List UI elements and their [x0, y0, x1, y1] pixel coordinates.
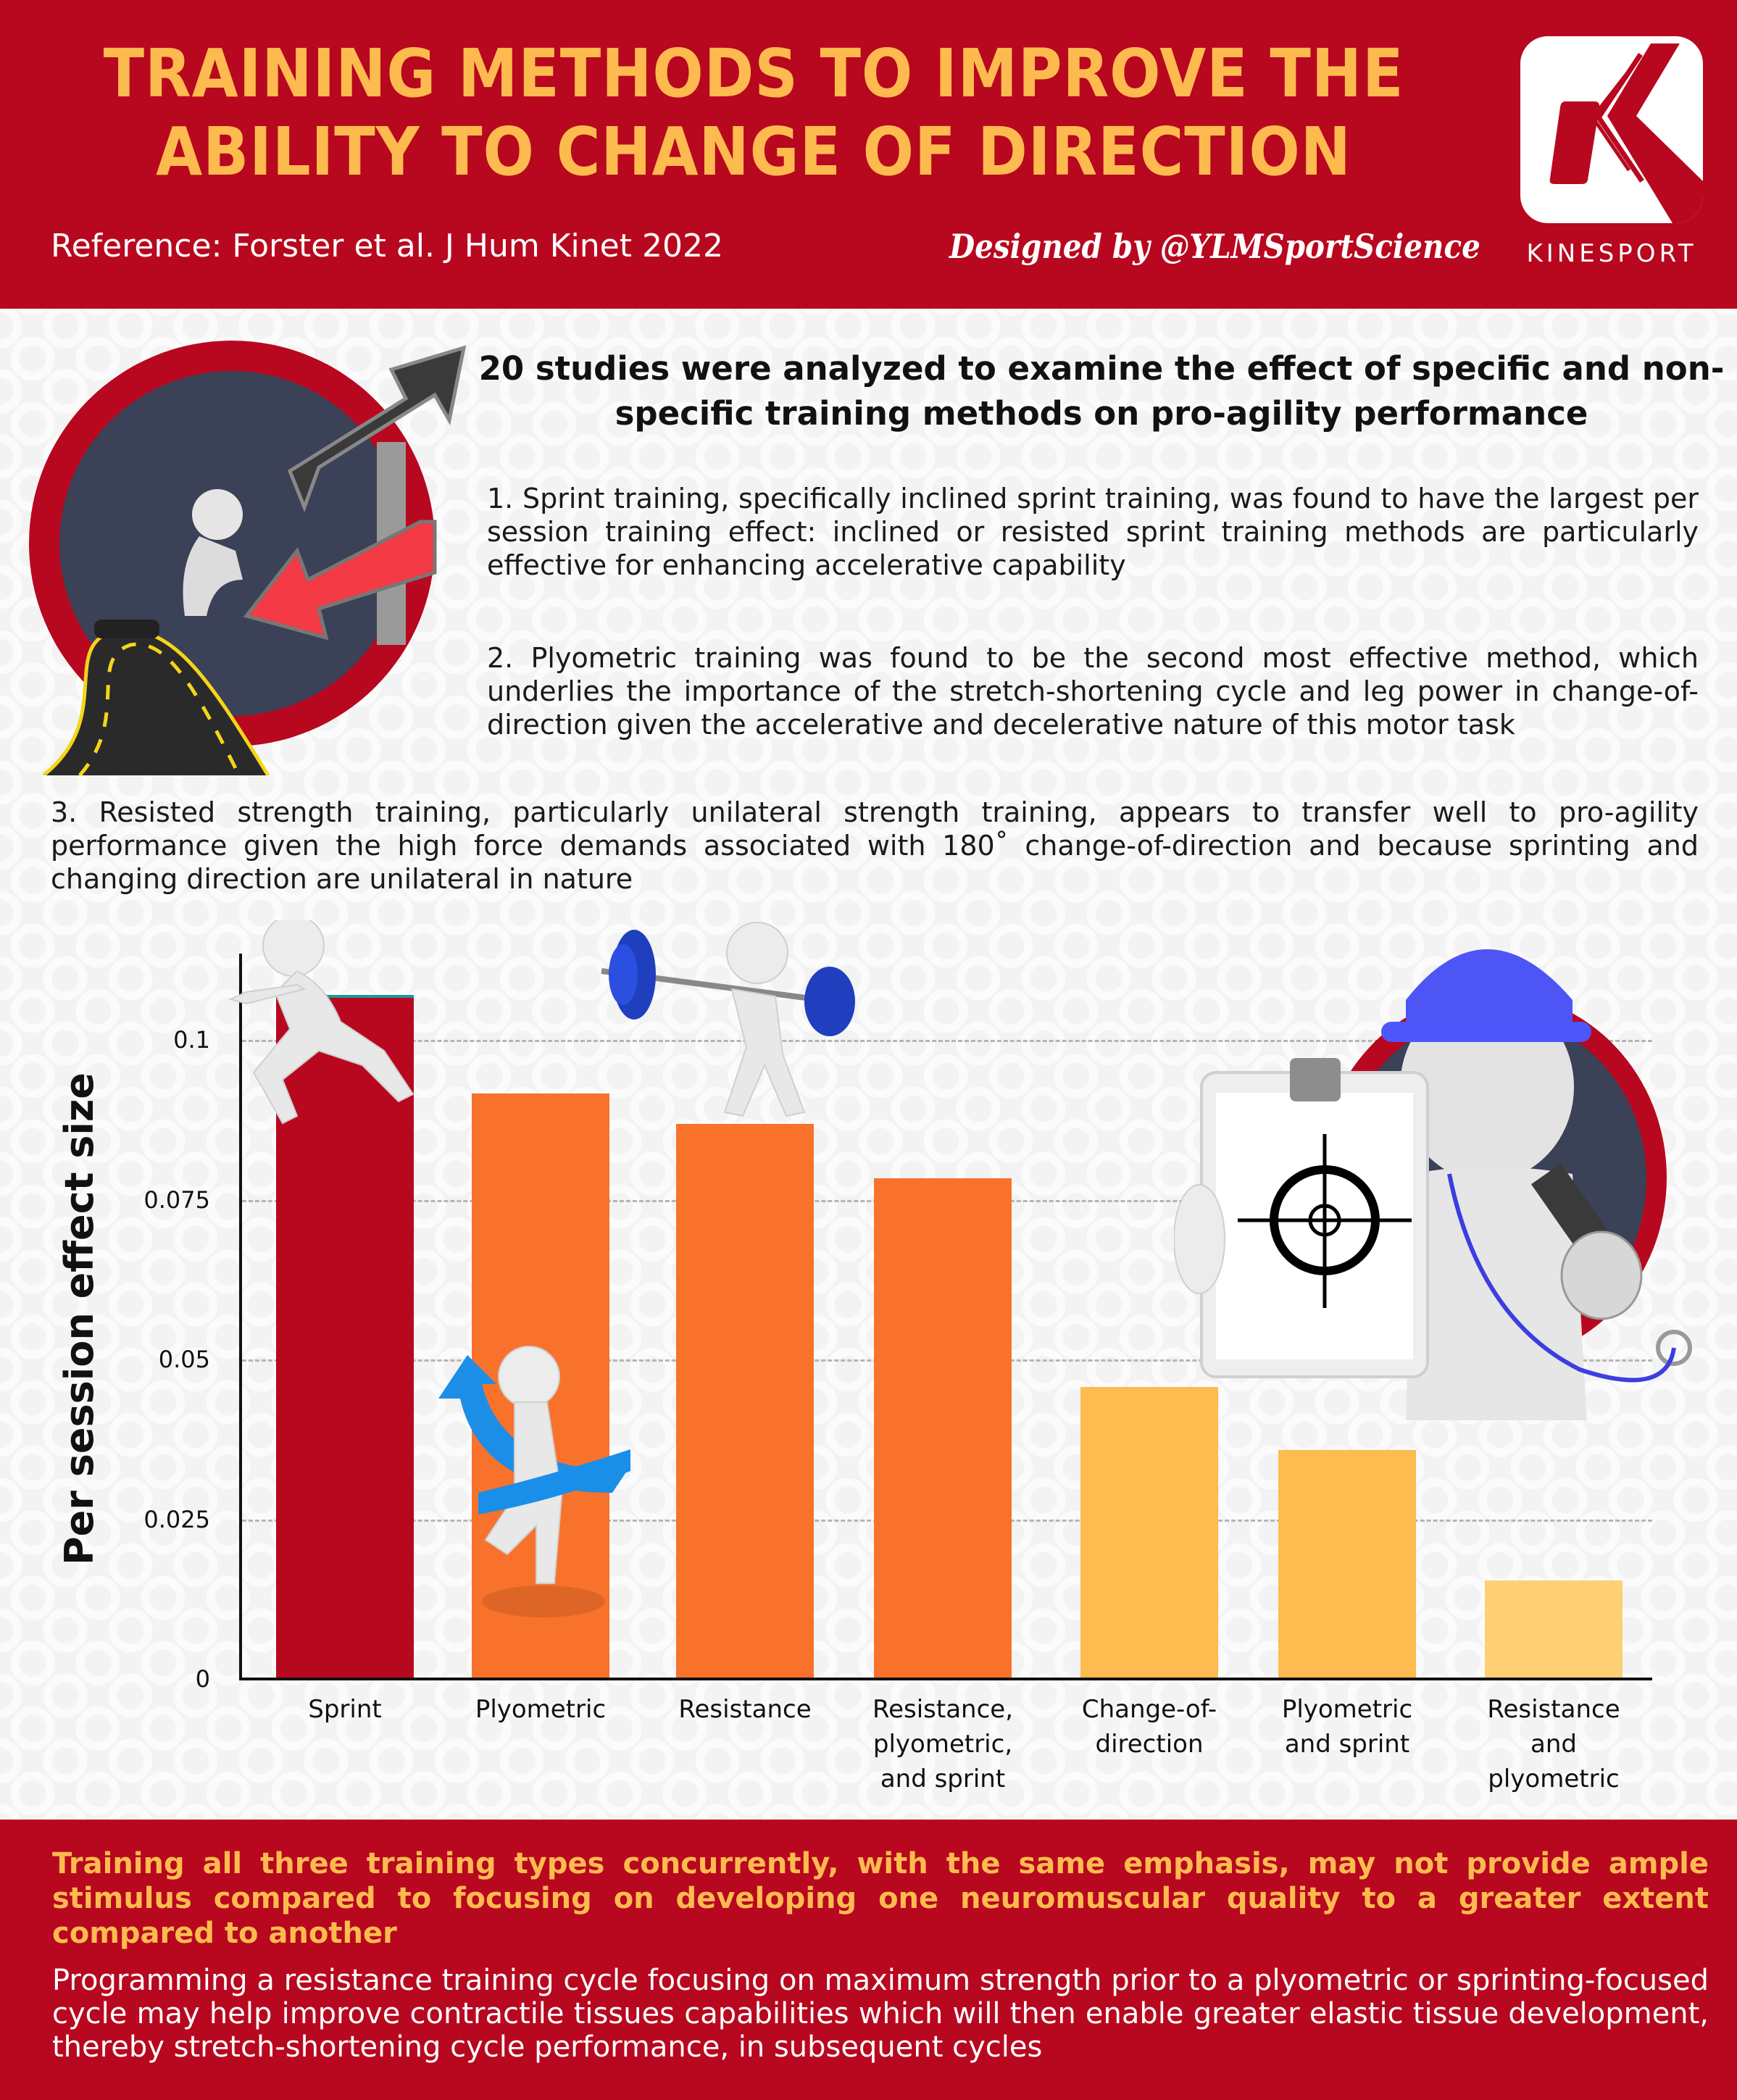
intro-heading: 20 studies were analyzed to examine the … — [478, 349, 1725, 433]
road-and-arrows-icon — [42, 345, 467, 775]
jumping-figure-icon — [438, 1346, 630, 1617]
programming-note: Programming a resistance training cycle … — [52, 1964, 1709, 2064]
title-line-1: TRAINING METHODS TO IMPROVE THE — [103, 35, 1404, 112]
weightlifter-figure-icon — [601, 922, 855, 1117]
bar-resistance-plyometric-sprint — [874, 1178, 1012, 1679]
y-tick-0.025: 0.025 — [143, 1506, 210, 1533]
finding-2-text: 2. Plyometric training was found to be t… — [487, 642, 1699, 741]
x-label-plyometric-and-sprint: Plyometric and sprint — [1281, 1695, 1413, 1759]
y-tick-0.075: 0.075 — [143, 1186, 210, 1214]
runner-figure-icon — [228, 920, 415, 1125]
coach-figure-icon — [1174, 949, 1692, 1420]
reference-text: Reference: Forster et al. J Hum Kinet 20… — [51, 228, 723, 264]
y-tick-0: 0 — [195, 1665, 210, 1693]
finding-3-text: 3. Resisted strength training, particula… — [51, 796, 1699, 895]
y-tick-0.05: 0.05 — [158, 1346, 210, 1373]
x-label-resistance-and-plyometric: Resistance and plyometric — [1487, 1695, 1620, 1793]
key-message: Training all three training types concur… — [52, 1847, 1709, 1950]
x-label-resistance-plyometric-sprint: Resistance, plyometric, and sprint — [872, 1695, 1014, 1793]
coach-illustration — [1174, 913, 1737, 1435]
x-label-sprint: Sprint — [308, 1695, 382, 1724]
logo-wordmark: KINESPORT — [1526, 239, 1697, 268]
kinesport-k-icon — [1549, 43, 1703, 223]
header-banner — [0, 0, 1737, 309]
change-of-direction-illustration — [29, 341, 478, 775]
title-line-2: ABILITY TO CHANGE OF DIRECTION — [156, 113, 1351, 191]
footer-banner — [0, 1820, 1737, 2100]
designed-by-credit: Designed by @YLMSportScience — [949, 227, 1480, 266]
y-axis-label: Per session effect size — [57, 1072, 102, 1565]
bar-resistance — [676, 1124, 814, 1679]
finding-1-text: 1. Sprint training, specifically incline… — [487, 483, 1699, 581]
y-tick-0.1: 0.1 — [173, 1026, 210, 1054]
x-axis — [239, 1678, 1652, 1680]
x-label-change-of-direction: Change-of- direction — [1081, 1695, 1217, 1759]
x-label-plyometric: Plyometric — [475, 1695, 607, 1724]
x-label-resistance: Resistance — [678, 1695, 812, 1724]
kinesport-logo — [1520, 36, 1703, 223]
bar-resistance-and-plyometric — [1485, 1580, 1623, 1679]
page-title: TRAINING METHODS TO IMPROVE THE ABILITY … — [101, 35, 1406, 191]
bar-plyometric-and-sprint — [1278, 1450, 1416, 1679]
